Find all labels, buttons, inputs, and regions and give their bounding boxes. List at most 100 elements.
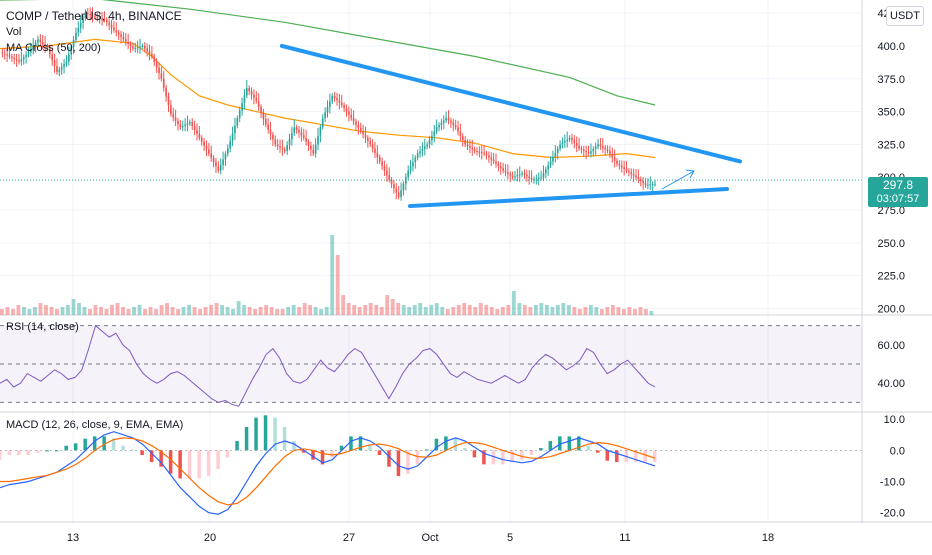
candle-body xyxy=(276,144,279,147)
volume-bar xyxy=(330,235,335,315)
macd-histogram-bar xyxy=(415,450,420,465)
candle-body xyxy=(281,147,284,150)
volume-bar xyxy=(198,309,203,315)
volume-bar xyxy=(302,303,307,315)
candle-body xyxy=(41,41,44,44)
candle-body xyxy=(212,157,215,163)
candle-body xyxy=(217,166,220,171)
macd-label[interactable]: MACD (12, 26, close, 9, EMA, EMA) xyxy=(6,419,184,431)
candle-body xyxy=(60,66,63,70)
volume-bar xyxy=(588,305,593,315)
candle-body xyxy=(226,148,229,154)
volume-bar xyxy=(181,307,186,315)
candle-body xyxy=(120,34,122,38)
candle-body xyxy=(599,144,602,147)
candle-body xyxy=(509,173,512,176)
candle-body xyxy=(245,87,248,96)
candle-body xyxy=(542,173,545,178)
volume-bar xyxy=(627,307,632,315)
candle-body xyxy=(89,14,92,16)
volume-bar xyxy=(71,299,76,315)
currency-badge[interactable]: USDT xyxy=(886,6,924,26)
volume-bar xyxy=(236,301,241,315)
candle-body xyxy=(585,150,588,153)
candle-body xyxy=(27,52,30,55)
candle-body xyxy=(604,147,606,150)
candle-body xyxy=(300,132,303,136)
macd-signal-line xyxy=(0,437,656,506)
macd-histogram-bar xyxy=(7,450,11,456)
candle-body xyxy=(203,141,205,146)
volume-bar xyxy=(363,305,368,315)
candle-body xyxy=(153,56,156,63)
candle-body xyxy=(63,64,65,67)
candle-body xyxy=(647,184,649,186)
candle-body xyxy=(554,152,557,158)
y-tick-label: 225.0 xyxy=(877,271,905,283)
candle-body xyxy=(314,144,317,154)
candle-body xyxy=(103,19,106,21)
breakout-arrow-icon xyxy=(661,169,695,190)
y-tick-label: 325.0 xyxy=(877,139,905,151)
volume-bar xyxy=(225,307,230,315)
volume-bar xyxy=(434,303,439,315)
macd-histogram-bar xyxy=(501,450,505,465)
candle-body xyxy=(101,18,103,20)
volume-bar xyxy=(275,309,280,315)
volume-bar xyxy=(357,307,362,315)
volume-bar xyxy=(577,309,582,315)
candle-body xyxy=(49,48,51,55)
volume-bar xyxy=(247,307,252,315)
candle-body xyxy=(283,149,286,151)
candle-body xyxy=(158,67,160,74)
x-ticks: 13 20 27 Oct 5 11 18 xyxy=(67,532,774,544)
volume-bar xyxy=(594,307,599,315)
macd-histogram-bar xyxy=(520,450,524,460)
volume-bar xyxy=(346,303,351,315)
volume-bar xyxy=(264,305,269,315)
candle-body xyxy=(362,131,364,135)
candle-body xyxy=(222,159,224,166)
macd-histogram-bar xyxy=(330,450,334,458)
macd-histogram-bar xyxy=(263,415,268,451)
candle-body xyxy=(573,140,576,144)
candle-body xyxy=(91,15,94,17)
symbol-title[interactable]: COMP / TetherUS, 4h, BINANCE xyxy=(6,9,182,23)
volume-bar xyxy=(27,309,32,315)
candle-body xyxy=(469,146,471,148)
candle-body xyxy=(623,167,625,169)
candle-body xyxy=(96,17,99,19)
candle-body xyxy=(533,179,535,181)
candle-body xyxy=(454,125,457,128)
candle-body xyxy=(113,27,115,31)
y-tick-label: 10.0 xyxy=(884,414,905,426)
candle-body xyxy=(540,177,542,179)
candle-body xyxy=(333,95,336,99)
candle-body xyxy=(191,122,194,126)
candle-body xyxy=(654,183,656,185)
candle-body xyxy=(590,151,592,154)
volume-bar xyxy=(44,305,48,315)
candle-body xyxy=(151,53,153,57)
trendlines[interactable] xyxy=(279,43,742,209)
candle-body xyxy=(262,112,265,119)
vol-label[interactable]: Vol xyxy=(6,26,22,38)
rsi-label[interactable]: RSI (14, close) xyxy=(6,321,79,333)
candle-body xyxy=(305,137,307,142)
volume-bar xyxy=(599,309,604,315)
macd-histogram-bar xyxy=(396,450,401,477)
macd-histogram-bar xyxy=(282,427,287,451)
ma-cross-label[interactable]: MA Cross (50, 200) xyxy=(6,42,101,54)
candle-body xyxy=(419,151,421,154)
candle-body xyxy=(485,153,488,156)
candle-body xyxy=(1,52,4,54)
candle-body xyxy=(480,152,483,154)
candle-body xyxy=(238,110,241,119)
volume-bar xyxy=(22,307,26,315)
candle-body xyxy=(3,53,6,55)
macd-histogram-bar xyxy=(311,450,315,460)
candle-body xyxy=(340,102,343,105)
volume-bar xyxy=(93,305,98,315)
